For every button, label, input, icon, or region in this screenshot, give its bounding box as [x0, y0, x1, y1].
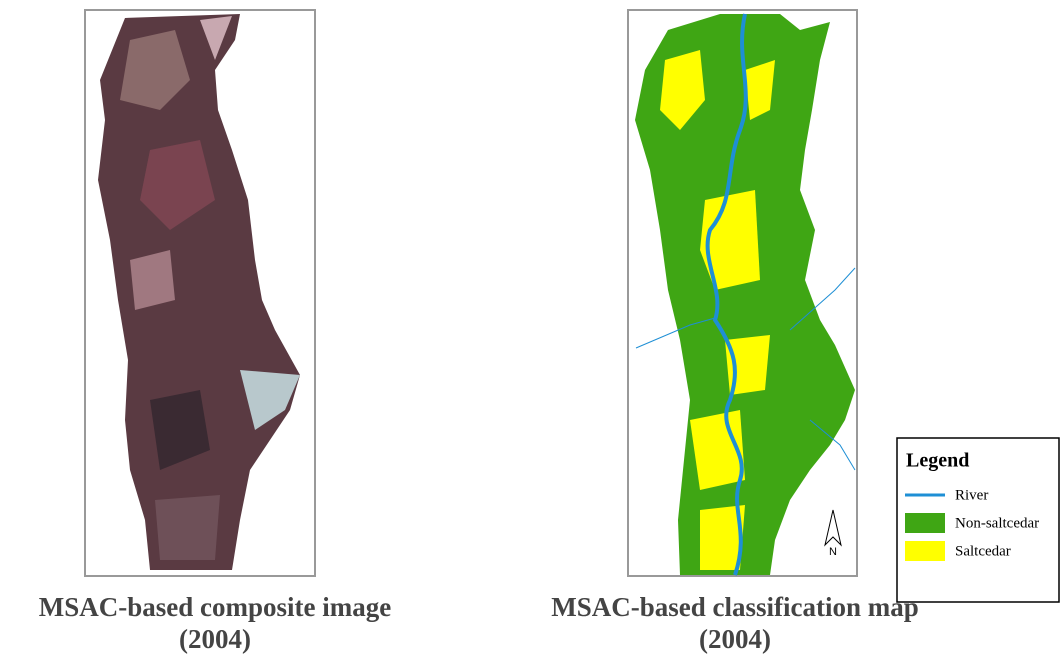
caption-line: MSAC-based composite image: [39, 592, 391, 622]
figure: MSAC-based composite image (2004) N MSAC…: [0, 0, 1060, 659]
legend-green-swatch: [905, 513, 945, 533]
caption-line: (2004): [179, 624, 251, 654]
image-patch: [130, 250, 175, 310]
body: MSAC-based composite image (2004) N MSAC…: [0, 0, 1060, 659]
page: MSAC figure {"panels": [ {"caption": ["M…: [0, 0, 1060, 659]
image-patch: [155, 495, 220, 560]
caption-line: MSAC-based classification map: [551, 592, 919, 622]
legend-item: Non-saltcedar: [955, 515, 1039, 531]
caption-line: (2004): [699, 624, 771, 654]
legend-item: River: [955, 487, 988, 503]
north-label: N: [829, 546, 837, 558]
legend-yellow-swatch: [905, 541, 945, 561]
legend-title: Legend: [906, 450, 969, 472]
legend-item: Saltcedar: [955, 543, 1011, 559]
